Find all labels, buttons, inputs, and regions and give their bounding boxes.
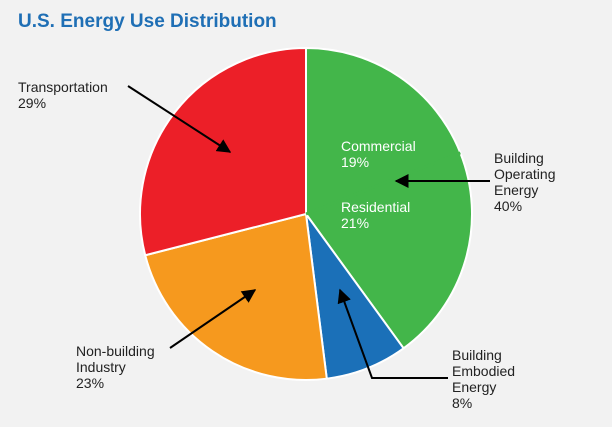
label-building-operating-energy: Building Operating Energy 40% (494, 150, 556, 214)
arrow-transportation (127, 85, 232, 153)
operating-slice-seam (305, 151, 461, 216)
pie-slices (139, 47, 473, 381)
arrow-non-building (169, 289, 257, 349)
label-transportation: Transportation 29% (18, 79, 108, 111)
pie-slice-non-building-industry (144, 213, 328, 381)
arrow-embodied (337, 288, 448, 379)
label-residential: Residential 21% (341, 199, 411, 231)
pie-slice-residential (305, 151, 473, 350)
label-building-embodied-energy: Building Embodied Energy 8% (452, 347, 516, 411)
pointer-arrows (127, 85, 490, 379)
label-non-building-industry: Non-building Industry 23% (76, 343, 155, 391)
chart-title: U.S. Energy Use Distribution (18, 11, 277, 32)
label-commercial: Commercial 19% (341, 138, 416, 170)
pie-slice-commercial (305, 47, 462, 215)
